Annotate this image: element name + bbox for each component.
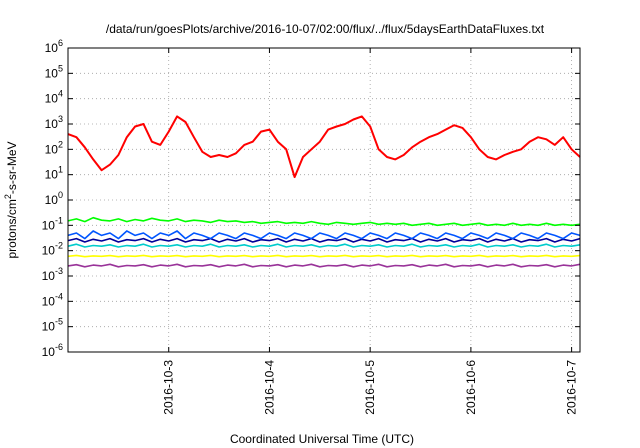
series-line-3 bbox=[67, 230, 581, 240]
y-tick-label: 10-3 bbox=[42, 266, 63, 283]
y-tick-label: 10-2 bbox=[42, 241, 63, 258]
series-line-7 bbox=[67, 263, 581, 268]
series-line-1 bbox=[67, 115, 581, 179]
y-tick-label: 10-4 bbox=[42, 291, 63, 308]
grid-layer bbox=[68, 48, 580, 352]
y-tick-label: 10-1 bbox=[42, 215, 63, 232]
y-tick-label: 106 bbox=[45, 38, 63, 55]
y-tick-label: 100 bbox=[45, 190, 63, 207]
y-tick-label: 101 bbox=[45, 165, 63, 182]
x-tick-label: 2016-10-3 bbox=[162, 360, 176, 415]
y-tick-label: 102 bbox=[45, 139, 63, 156]
y-tick-label: 103 bbox=[45, 114, 63, 131]
x-tick-label: 2016-10-4 bbox=[262, 360, 276, 415]
y-axis-label: protons/cm2-s-sr-MeV bbox=[3, 141, 19, 258]
y-tick-label: 10-5 bbox=[42, 317, 63, 334]
series-line-2 bbox=[67, 216, 581, 227]
x-axis-label: Coordinated Universal Time (UTC) bbox=[230, 432, 414, 446]
series-line-6 bbox=[67, 254, 581, 258]
series-layer bbox=[67, 115, 581, 268]
y-tick-label: 104 bbox=[45, 89, 63, 106]
y-tick-label: 10-6 bbox=[42, 342, 63, 359]
chart-title: /data/run/goesPlots/archive/2016-10-07/0… bbox=[106, 22, 545, 36]
x-tick-label: 2016-10-7 bbox=[565, 360, 579, 415]
x-tick-label: 2016-10-6 bbox=[464, 360, 478, 415]
y-axis: 10-6 10-5 10-4 10-3 10-2 10-1 100 101 102 103 104 1… bbox=[42, 38, 580, 359]
series-line-4 bbox=[67, 243, 581, 248]
x-axis: 2016-10-3 2016-10-4 2016-10-5 2016-10-6 2016… bbox=[162, 48, 579, 415]
y-tick-label: 105 bbox=[45, 63, 63, 80]
series-line-5 bbox=[67, 237, 581, 243]
x-tick-label: 2016-10-5 bbox=[363, 360, 377, 415]
